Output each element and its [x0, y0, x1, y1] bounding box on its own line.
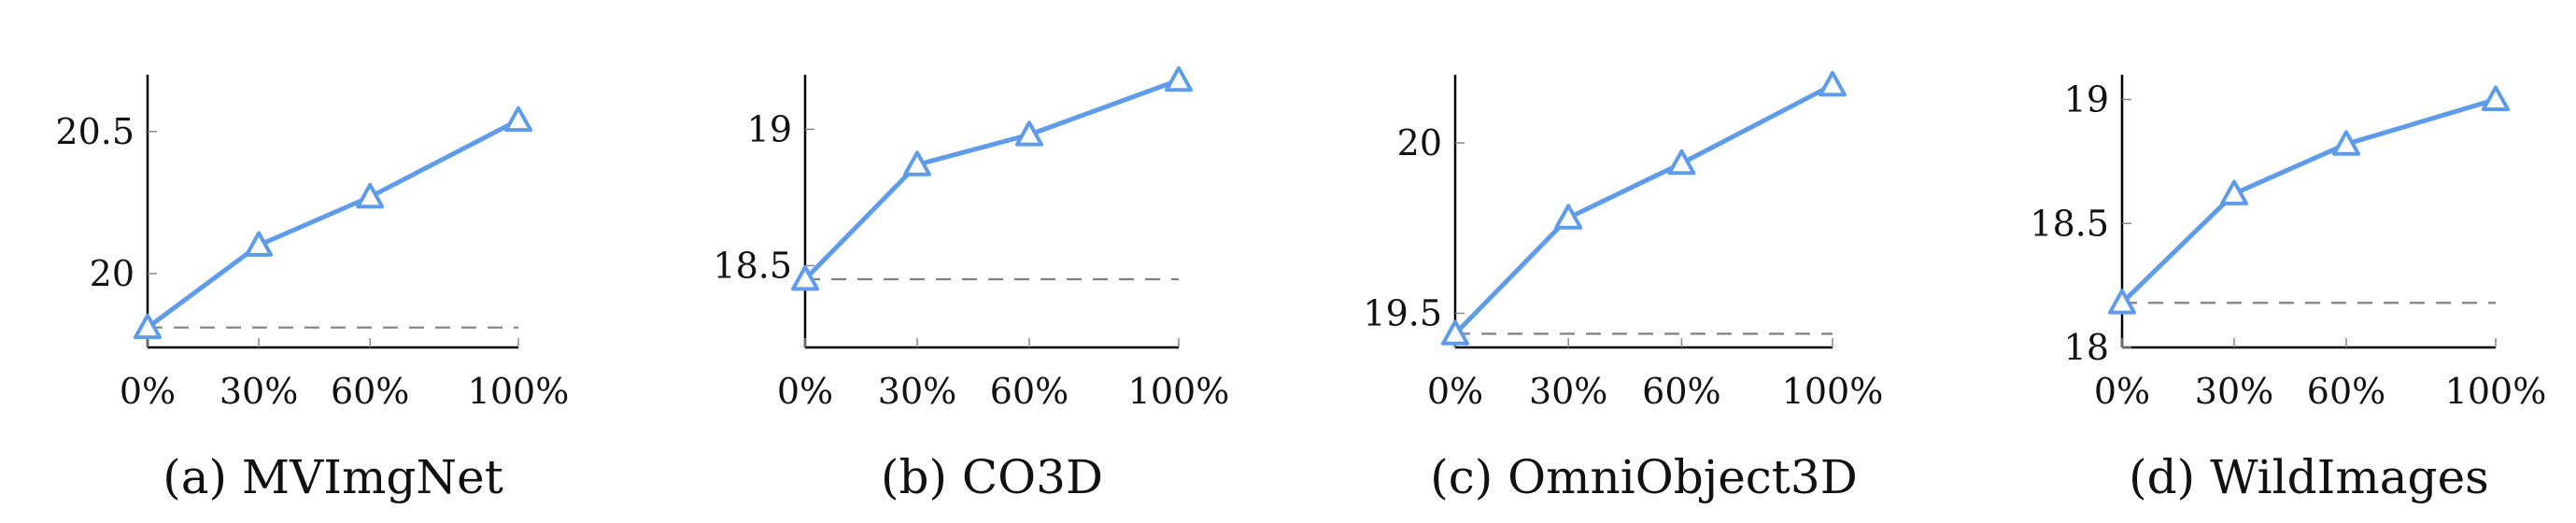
x-tick-label: 60%	[2307, 371, 2385, 412]
y-tick-label: 19.5	[1363, 293, 1442, 334]
data-point-marker	[356, 182, 385, 209]
chart-panel-mvimgnet: 20 20.5 0% 30% 60% 100% (a) MVImgNet	[55, 75, 569, 504]
chart-caption: (d) WildImages	[2129, 450, 2489, 504]
chart-panel-omniobject3d: 19.5 20 0% 30% 60% 100% (c) OmniObject3D	[1363, 70, 1884, 504]
x-tick-label: 0%	[2094, 371, 2150, 412]
data-point-marker	[1165, 65, 1193, 92]
x-tick-label: 30%	[1529, 371, 1607, 412]
chart-caption: (c) OmniObject3D	[1430, 450, 1858, 504]
chart-caption: (a) MVImgNet	[163, 450, 503, 504]
series-line	[2120, 97, 2497, 305]
y-tick-label: 19	[747, 108, 792, 149]
series-line	[146, 118, 520, 330]
data-point-marker	[245, 231, 274, 257]
y-tick-label: 20.5	[55, 111, 134, 152]
x-tick-label: 60%	[990, 371, 1069, 412]
series-line	[803, 78, 1180, 281]
x-tick-label: 60%	[1642, 371, 1720, 412]
x-tick-label: 100%	[1128, 371, 1230, 412]
x-tick-label: 100%	[468, 371, 570, 412]
series-line	[1453, 82, 1834, 336]
data-point-marker	[134, 313, 162, 340]
data-point-marker	[504, 106, 532, 133]
y-tick-label: 18	[2064, 327, 2109, 368]
y-tick-label: 18.5	[2030, 203, 2109, 244]
data-point-marker	[791, 265, 819, 291]
x-tick-label: 0%	[120, 371, 176, 412]
data-point-marker	[1667, 148, 1696, 176]
data-point-marker	[1441, 319, 1469, 346]
data-point-marker	[1015, 120, 1043, 147]
data-point-marker	[1554, 204, 1583, 230]
x-tick-label: 100%	[2445, 371, 2547, 412]
x-tick-label: 0%	[1427, 371, 1483, 412]
y-tick-label: 20	[1397, 122, 1442, 163]
x-tick-label: 30%	[878, 371, 956, 412]
data-point-marker	[2482, 85, 2510, 111]
y-tick-label: 20	[90, 253, 134, 294]
x-tick-label: 0%	[777, 371, 833, 412]
data-point-marker	[903, 150, 931, 177]
x-tick-label: 60%	[331, 371, 409, 412]
data-point-marker	[2108, 289, 2136, 315]
data-point-marker	[2220, 179, 2248, 205]
x-tick-label: 30%	[2195, 371, 2273, 412]
chart-caption: (b) CO3D	[881, 450, 1103, 504]
chart-panel-wildimages: 18 18.5 19 0% 30% 60% 100% (d) WildImages	[2030, 75, 2546, 504]
y-tick-label: 19	[2064, 79, 2109, 120]
data-point-marker	[2332, 130, 2360, 156]
x-tick-label: 100%	[1782, 371, 1884, 412]
chart-panel-co3d: 18.5 19 0% 30% 60% 100% (b) CO3D	[713, 65, 1230, 504]
data-point-marker	[1819, 70, 1847, 97]
x-tick-label: 30%	[219, 371, 298, 412]
y-tick-label: 18.5	[713, 245, 792, 286]
